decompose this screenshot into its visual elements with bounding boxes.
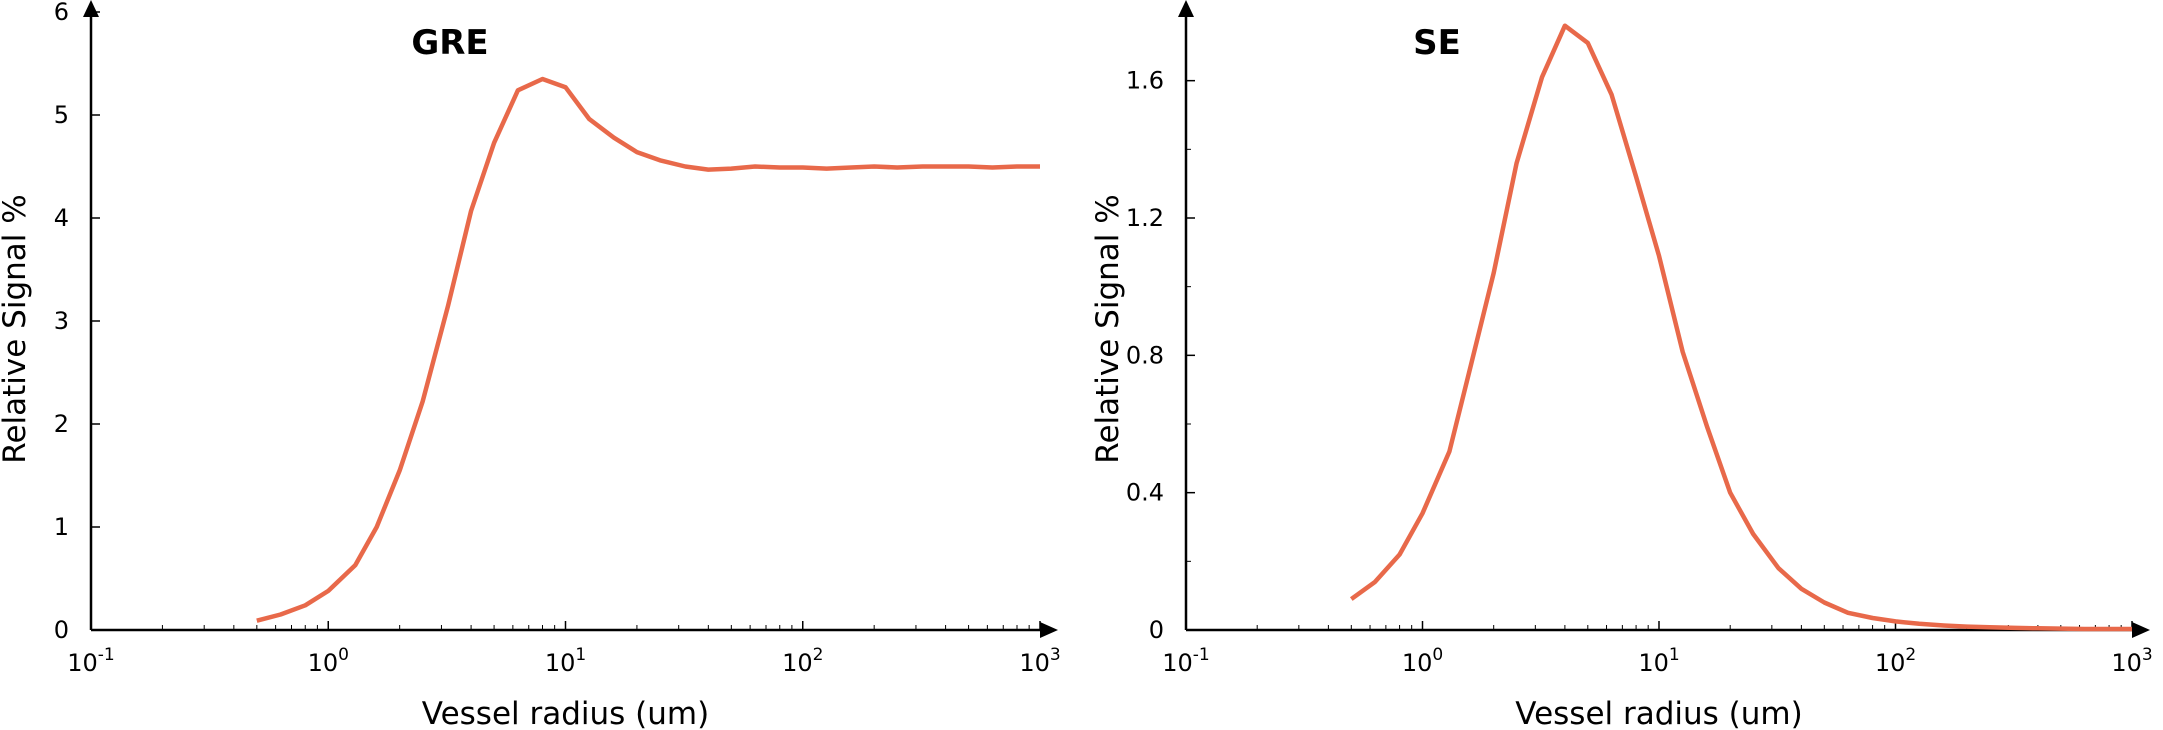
x-tick-exponent: 3 xyxy=(1050,645,1061,665)
chart-title: GRE xyxy=(411,23,488,63)
chart-title: SE xyxy=(1413,23,1461,63)
x-tick-label: 102 xyxy=(782,645,823,677)
x-tick-base: 10 xyxy=(67,649,98,677)
x-tick-exponent: 1 xyxy=(575,645,586,665)
y-axis-label: Relative Signal % xyxy=(0,194,33,463)
y-axis-arrow-icon xyxy=(1178,0,1194,17)
x-tick-exponent: 2 xyxy=(1905,645,1916,665)
x-tick-exponent: -1 xyxy=(98,645,115,665)
x-axis-label: Vessel radius (um) xyxy=(422,696,709,730)
x-tick-base: 10 xyxy=(1875,649,1906,677)
x-tick-label: 100 xyxy=(308,645,349,677)
x-tick-base: 10 xyxy=(1019,649,1050,677)
y-axis-label: Relative Signal % xyxy=(1090,194,1126,463)
y-axis-arrow-icon xyxy=(83,0,99,17)
y-tick-label: 0.8 xyxy=(1126,341,1164,369)
y-tick-label: 5 xyxy=(54,101,69,129)
x-tick-label: 101 xyxy=(545,645,586,677)
x-tick-exponent: 3 xyxy=(2142,645,2153,665)
y-tick-label: 0.4 xyxy=(1126,479,1164,507)
x-tick-label: 102 xyxy=(1875,645,1916,677)
x-tick-label: 100 xyxy=(1402,645,1443,677)
x-tick-label: 10-1 xyxy=(1162,645,1210,677)
y-tick-label: 1.2 xyxy=(1126,204,1164,232)
y-tick-label: 2 xyxy=(54,410,69,438)
x-tick-exponent: 0 xyxy=(338,645,349,665)
x-tick-base: 10 xyxy=(1162,649,1193,677)
x-axis-arrow-icon xyxy=(2132,622,2150,638)
y-tick-label: 0 xyxy=(1149,616,1164,644)
x-tick-base: 10 xyxy=(308,649,339,677)
x-tick-exponent: 0 xyxy=(1432,645,1443,665)
x-tick-base: 10 xyxy=(2111,649,2142,677)
y-tick-label: 3 xyxy=(54,307,69,335)
x-axis-arrow-icon xyxy=(1040,622,1058,638)
x-tick-base: 10 xyxy=(1402,649,1433,677)
x-axis-label: Vessel radius (um) xyxy=(1515,696,1802,730)
x-tick-base: 10 xyxy=(545,649,576,677)
x-tick-exponent: 1 xyxy=(1669,645,1680,665)
x-tick-base: 10 xyxy=(782,649,813,677)
x-tick-label: 103 xyxy=(1019,645,1060,677)
x-tick-label: 103 xyxy=(2111,645,2152,677)
y-tick-label: 1 xyxy=(54,513,69,541)
y-tick-label: 1.6 xyxy=(1126,67,1164,95)
y-tick-label: 4 xyxy=(54,204,69,232)
x-tick-exponent: -1 xyxy=(1193,645,1210,665)
series-line xyxy=(1349,23,2132,632)
y-tick-label: 6 xyxy=(54,0,69,26)
x-tick-exponent: 2 xyxy=(813,645,824,665)
x-tick-label: 101 xyxy=(1638,645,1679,677)
y-tick-label: 0 xyxy=(54,616,69,644)
x-tick-base: 10 xyxy=(1638,649,1669,677)
x-tick-label: 10-1 xyxy=(67,645,115,677)
series-line xyxy=(256,76,1040,623)
